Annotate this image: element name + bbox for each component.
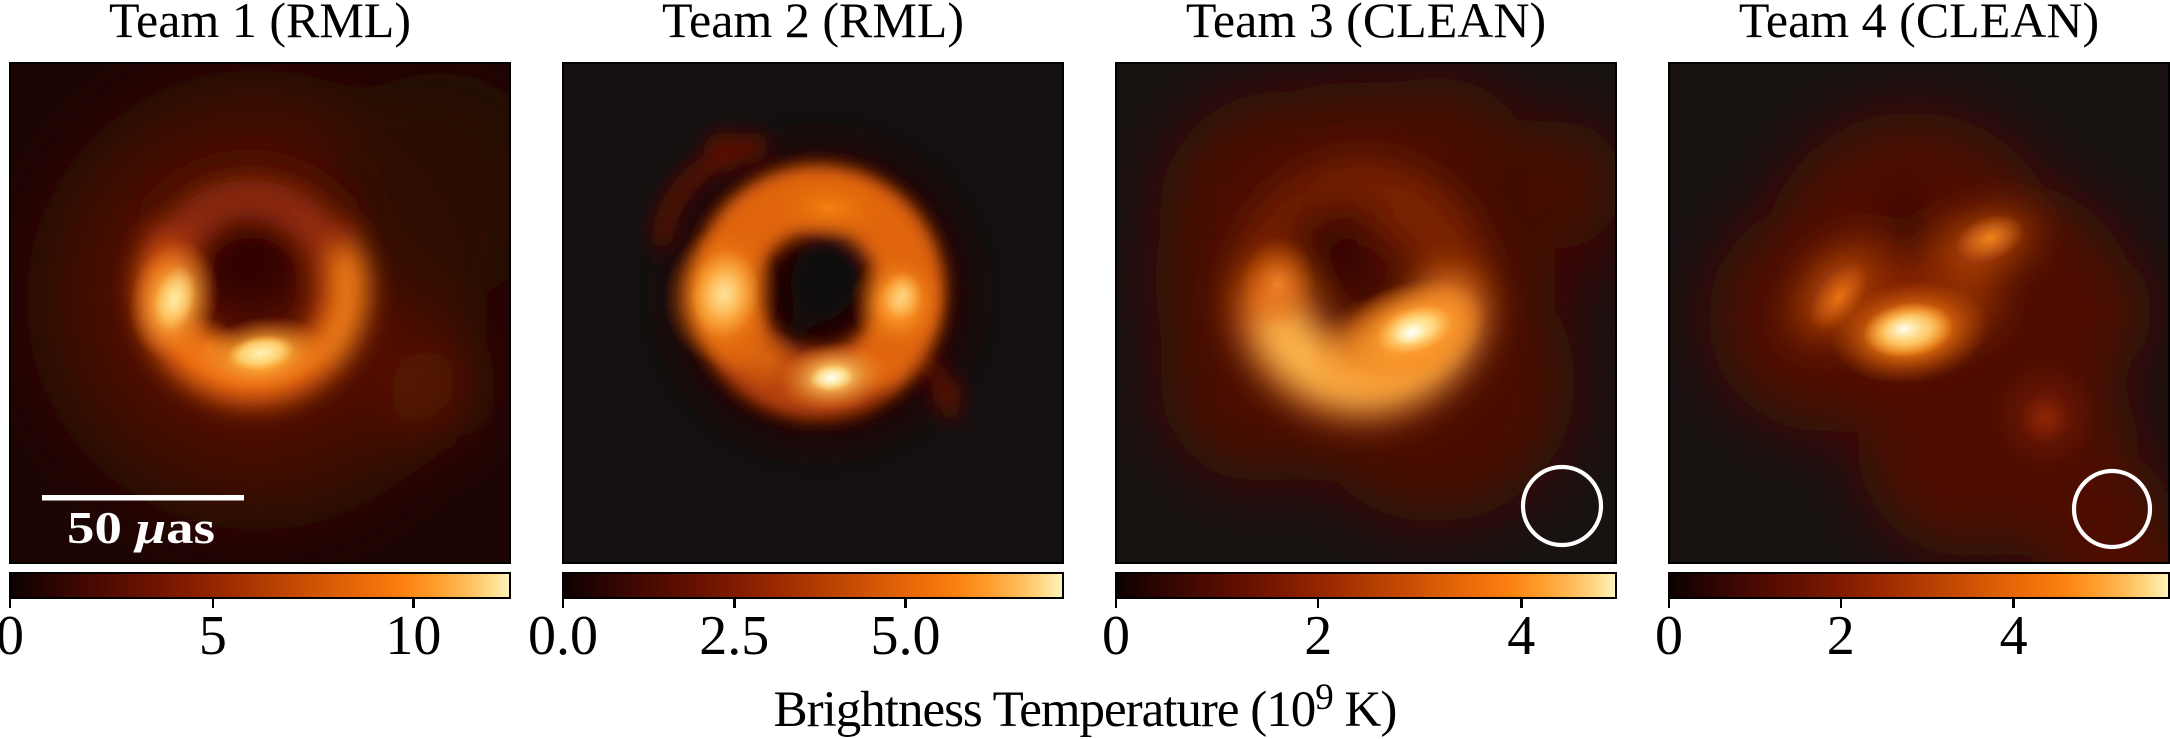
svg-text:50 μas: 50 μ as xyxy=(67,502,215,553)
